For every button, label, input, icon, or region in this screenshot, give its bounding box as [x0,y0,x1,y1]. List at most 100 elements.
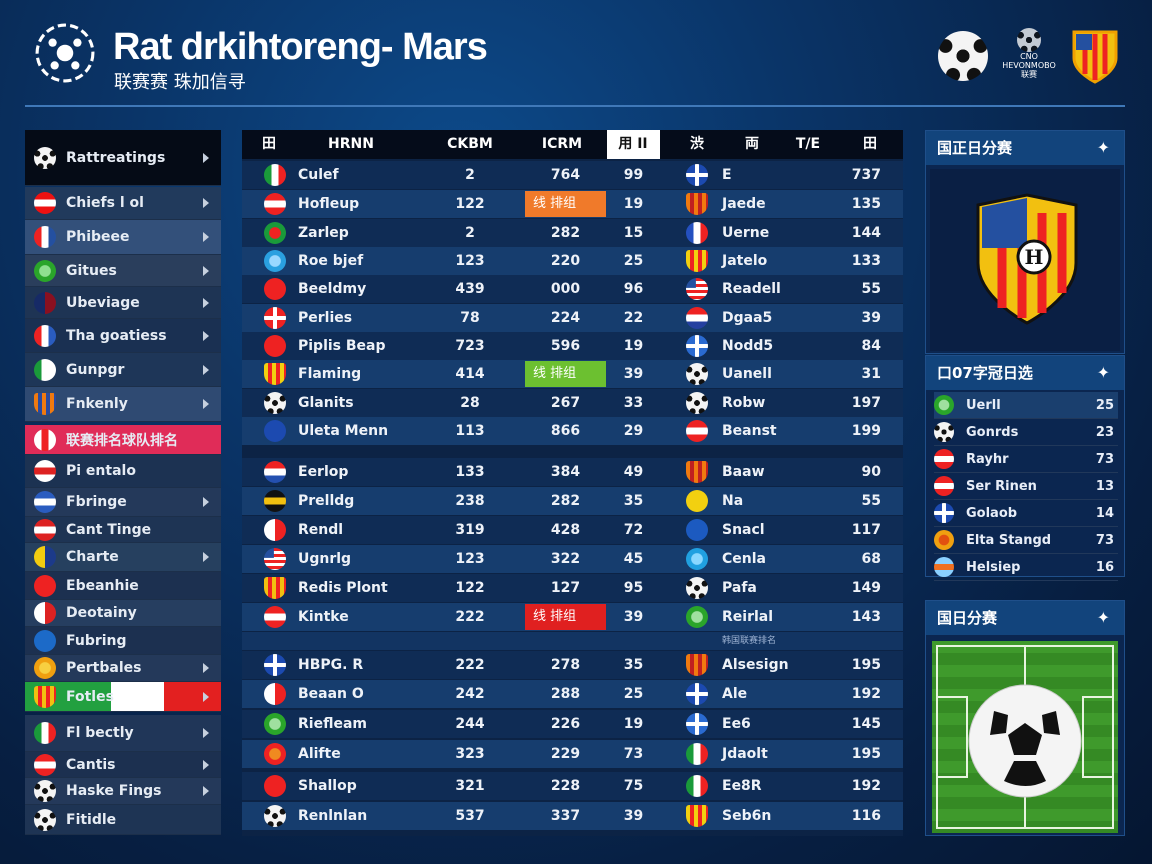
sidebar-flag-icon [34,428,56,451]
sidebar-item[interactable]: Fbringe [25,488,221,517]
table-row[interactable]: Beaan O 242 288 25 Ale 192 [242,680,903,708]
sidebar-item[interactable]: Cant Tinge [25,517,221,543]
table-row[interactable]: Perlies 78 224 22 Dgaa5 39 [242,304,903,332]
sidebar-item[interactable]: Tha goatiess [25,319,221,353]
top-scorers-panel: 口07字冠日选 ✦ Uerll 25 Gonrds 23 Rayhr 73 Ser Rinen… [925,355,1125,581]
list-item[interactable]: Elta Stangd 73 [934,527,1118,554]
chevron-right-icon [203,691,209,702]
sidebar-item[interactable]: Fl bectly [25,715,221,752]
sidebar-item[interactable]: Pi entalo [25,455,221,488]
list-item[interactable]: Rayhr 73 [934,446,1118,473]
sidebar-item[interactable]: 联赛排名球队排名 [25,425,221,455]
sidebar-item[interactable]: Ebeanhie [25,572,221,600]
sidebar-flag-icon [34,657,56,679]
sidebar-item-label: Haske Fings [66,783,162,799]
column-header[interactable]: 用 II [618,136,648,152]
sidebar-item-label: Deotainy [66,605,137,621]
column-header[interactable]: CKBM [447,136,493,152]
table-row[interactable]: Alifte 323 229 73 Jdaolt 195 [242,740,903,768]
sparkle-icon[interactable]: ✦ [1096,138,1110,157]
table-row[interactable]: Shallop 321 228 75 Ee8R 192 [242,772,903,800]
points-value: 195 [851,746,881,762]
table-row[interactable]: Kintke 222 线 排组 39 Reirlal 143 [242,603,903,631]
sparkle-icon[interactable]: ✦ [1096,608,1110,627]
table-row[interactable]: HBPG. R 222 278 35 Alsesign 195 [242,651,903,679]
stat-value: 19 [623,716,644,732]
sidebar-item-label: Cant Tinge [66,521,152,538]
table-row[interactable]: Flaming 414 线 排组 39 Uanell 31 [242,360,903,388]
table-row[interactable]: Piplis Beap 723 596 19 Nodd5 84 [242,332,903,360]
team-name: Beaan O [298,686,364,702]
sidebar-item[interactable]: Pertbales [25,655,221,682]
column-header[interactable]: 田 [863,136,877,152]
points-value: 195 [851,657,881,673]
player-value: 73 [1095,532,1114,548]
column-header[interactable]: 田 [262,136,276,152]
table-row[interactable]: Prelldg 238 282 35 Na 55 [242,487,903,515]
team-name: Piplis Beap [298,338,386,354]
stat-value: 222 [455,609,485,625]
football-icon [34,808,56,831]
opponent-name: Pafa [722,580,757,596]
football-icon [686,363,708,385]
stat-value: 439 [455,281,485,297]
opponent-flag-icon [686,164,708,186]
table-row[interactable]: Renlnlan 537 337 39 Seb6n 116 [242,802,903,830]
table-row[interactable]: Roe bjef 123 220 25 Jatelo 133 [242,247,903,275]
table-row[interactable]: Beeldmy 439 000 96 Readell 55 [242,275,903,303]
sparkle-icon[interactable]: ✦ [1096,363,1110,382]
team-name: Kintke [298,609,349,625]
stat-value: 122 [455,580,485,596]
sidebar-item[interactable]: Gitues [25,255,221,287]
sidebar-item[interactable]: Phibeee [25,220,221,255]
sidebar-item[interactable]: Haske Fings [25,778,221,805]
points-value: 197 [851,395,881,411]
table-row[interactable]: Glanits 28 267 33 Robw 197 [242,389,903,417]
list-item[interactable]: Gonrds 23 [934,419,1118,446]
list-item[interactable]: Golaob 14 [934,500,1118,527]
sidebar-item[interactable]: Fotles [25,682,221,712]
sidebar-item-label: Gunpgr [66,361,125,378]
column-header[interactable]: HRNN [328,136,374,152]
table-row[interactable]: Eerlop 133 384 49 Baaw 90 [242,458,903,486]
sidebar-item[interactable]: Rattreatings [25,130,221,186]
table-row[interactable]: Ugnrlg 123 322 45 Cenla 68 [242,545,903,573]
table-row[interactable]: Riefleam 244 226 19 Ee6 145 [242,710,903,738]
table-row[interactable]: Rendl 319 428 72 Snacl 117 [242,516,903,544]
chevron-right-icon [203,552,209,562]
list-item[interactable]: Helsiep 16 [934,554,1118,581]
opponent-name: Jdaolt [722,746,768,762]
sidebar-item[interactable]: Fitidle [25,805,221,835]
table-row[interactable]: Zarlep 2 282 15 Uerne 144 [242,219,903,247]
table-row[interactable]: Uleta Menn 113 866 29 Beanst 199 [242,417,903,445]
opponent-flag-icon [686,713,708,735]
table-row[interactable]: Culef 2 764 99 E 737 [242,161,903,189]
sidebar-item[interactable]: Ubeviage [25,287,221,319]
points-value: 144 [851,225,881,241]
column-header[interactable]: ICRM [541,136,583,152]
team-name: Glanits [298,395,354,411]
stat-value: 321 [455,778,485,794]
column-header[interactable]: 両 [745,136,759,152]
list-item[interactable]: Uerll 25 [934,392,1118,419]
column-header[interactable]: T/E [795,136,821,152]
sidebar-item[interactable]: Charte [25,543,221,572]
table-row[interactable]: Hofleup 122 线 排组 19 Jaede 135 [242,190,903,218]
status-badge[interactable]: 线 排组 [525,361,606,387]
stat-value: 99 [623,167,644,183]
sidebar-item[interactable]: Chiefs l ol [25,187,221,220]
table-row[interactable]: Redis Plont 122 127 95 Pafa 149 [242,574,903,602]
chevron-right-icon [203,232,209,242]
sidebar-item[interactable]: Deotainy [25,600,221,627]
column-header[interactable]: 渋 [690,136,704,152]
sidebar-item[interactable]: Fubring [25,627,221,655]
sidebar-item[interactable]: Cantis [25,752,221,778]
sidebar-item[interactable]: Fnkenly [25,387,221,422]
list-item[interactable]: Ser Rinen 13 [934,473,1118,500]
sidebar-item-label: Fbringe [66,494,127,510]
sidebar-flag-icon [34,460,56,482]
team-flag-icon [264,193,286,215]
sidebar-item[interactable]: Gunpgr [25,353,221,387]
status-badge[interactable]: 线 排组 [525,191,606,217]
status-badge[interactable]: 线 排组 [525,604,606,630]
